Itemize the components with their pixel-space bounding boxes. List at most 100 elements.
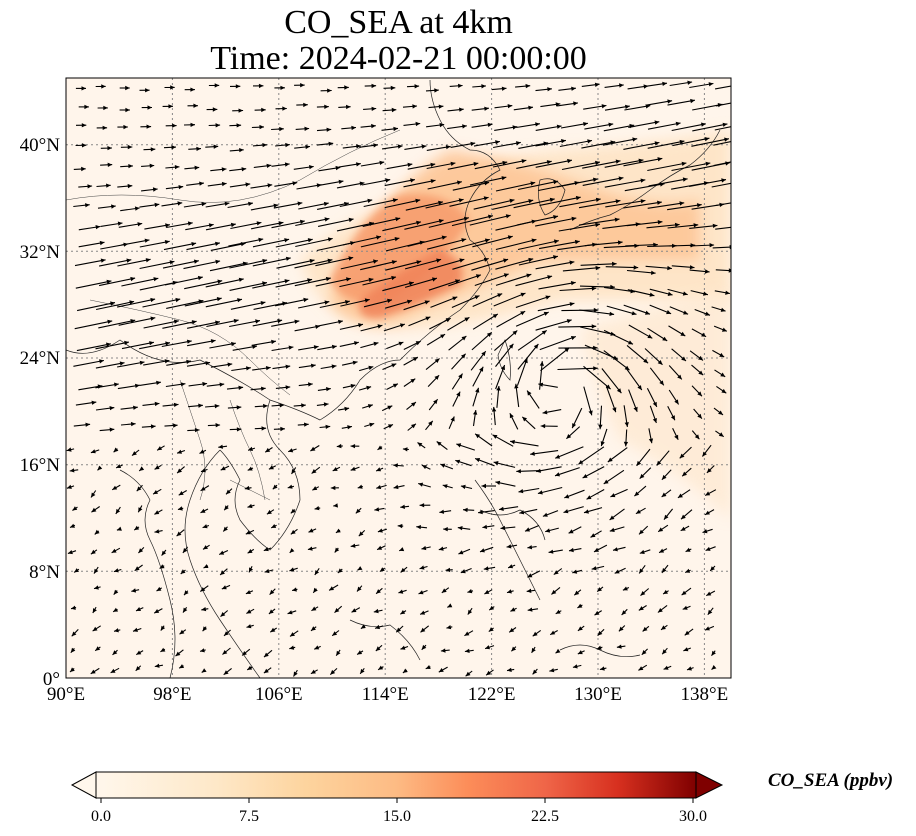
wind-vector-head bbox=[133, 627, 138, 632]
wind-vector-head bbox=[566, 434, 572, 439]
wind-vector-head bbox=[398, 589, 404, 594]
wind-vector-head bbox=[312, 486, 318, 491]
wind-vector-head bbox=[252, 344, 257, 349]
wind-vector-head bbox=[402, 447, 408, 452]
wind-vector-head bbox=[202, 524, 208, 529]
wind-vectors bbox=[66, 80, 751, 677]
wind-vector-head bbox=[618, 176, 624, 181]
wind-vector-shaft bbox=[535, 159, 573, 168]
wind-vector-head bbox=[683, 647, 689, 652]
wind-vector-head bbox=[450, 416, 455, 422]
wind-vector-shaft bbox=[404, 277, 438, 288]
wind-vector-shaft bbox=[317, 218, 354, 227]
wind-vector-head bbox=[160, 647, 166, 652]
wind-vector-head bbox=[663, 665, 669, 670]
wind-vector-shaft bbox=[667, 99, 695, 106]
wind-vector-head bbox=[442, 484, 448, 489]
wind-vector-shaft bbox=[604, 179, 646, 188]
wind-vector-head bbox=[355, 508, 361, 514]
wind-vector-head bbox=[154, 401, 160, 407]
wind-vector-shaft bbox=[714, 126, 731, 131]
wind-vector-shaft bbox=[362, 276, 397, 286]
wind-vector-head bbox=[344, 406, 350, 412]
wind-vector-head bbox=[325, 276, 331, 282]
wind-vector-head bbox=[682, 177, 688, 182]
wind-vector-shaft bbox=[360, 260, 397, 271]
wind-vector-shaft bbox=[360, 237, 400, 248]
wind-vector-head bbox=[657, 157, 663, 162]
wind-vector-head bbox=[710, 566, 715, 571]
wind-vector-head bbox=[259, 124, 264, 130]
wind-vector-head bbox=[512, 330, 518, 336]
wind-vector-shaft bbox=[121, 277, 159, 287]
wind-vector-head bbox=[674, 222, 680, 228]
wind-vector-head bbox=[245, 590, 251, 594]
wind-vector-shaft bbox=[579, 218, 620, 226]
wind-vector-head bbox=[393, 484, 399, 490]
wind-vector-shaft bbox=[382, 281, 414, 292]
wind-vector-head bbox=[164, 359, 170, 364]
wind-vector-head bbox=[553, 570, 559, 575]
wind-vector-shaft bbox=[183, 260, 221, 270]
wind-vector-head bbox=[483, 196, 489, 201]
concentration-field bbox=[66, 78, 751, 678]
wind-vector-head bbox=[134, 206, 140, 211]
wind-vector-head bbox=[397, 523, 403, 529]
wind-vector-head bbox=[326, 387, 331, 392]
colorbar-tick: 30.0 bbox=[679, 808, 707, 825]
wind-vector-head bbox=[177, 468, 182, 474]
wind-vector-head bbox=[698, 355, 703, 361]
wind-vector-head bbox=[102, 125, 108, 130]
wind-vector-head bbox=[145, 258, 151, 263]
wind-vector-head bbox=[215, 123, 221, 128]
wind-vector-head bbox=[418, 590, 424, 595]
colorbar-tick: 15.0 bbox=[383, 808, 411, 825]
wind-vector-head bbox=[484, 238, 490, 243]
wind-vector-head bbox=[149, 163, 155, 168]
wind-vector-head bbox=[461, 238, 467, 243]
wind-vector-shaft bbox=[473, 199, 515, 210]
wind-vector-shaft bbox=[515, 295, 551, 309]
wind-vector-head bbox=[452, 296, 458, 301]
wind-vector-shaft bbox=[671, 162, 711, 172]
wind-vector-head bbox=[357, 650, 363, 655]
wind-vector-head bbox=[746, 136, 751, 140]
wind-vector-head bbox=[150, 297, 156, 303]
wind-vector-head bbox=[107, 146, 112, 151]
wind-vector-head bbox=[285, 364, 291, 369]
wind-vector-head bbox=[261, 107, 266, 113]
wind-vector-head bbox=[511, 646, 517, 652]
wind-vector-shaft bbox=[647, 122, 681, 130]
wind-vector-head bbox=[709, 243, 715, 248]
wind-vector-head bbox=[683, 310, 689, 315]
wind-vector-shaft bbox=[428, 217, 469, 228]
wind-vector-head bbox=[265, 447, 271, 453]
wind-vector-shaft bbox=[559, 139, 593, 148]
wind-vector-head bbox=[538, 382, 544, 387]
wind-vector-head bbox=[208, 223, 214, 228]
wind-vector-head bbox=[484, 589, 490, 594]
wind-vector-head bbox=[139, 466, 145, 471]
wind-vector-head bbox=[399, 547, 405, 552]
wind-vector-head bbox=[374, 507, 380, 512]
wind-vector-head bbox=[360, 668, 365, 674]
wind-vector-head bbox=[230, 222, 236, 228]
wind-vector-head bbox=[439, 122, 445, 128]
wind-vector-shaft bbox=[559, 198, 601, 208]
wind-vector-head bbox=[616, 388, 622, 394]
wind-vector-head bbox=[272, 484, 278, 490]
wind-vector-shaft bbox=[492, 159, 527, 168]
wind-vector-head bbox=[346, 277, 351, 282]
wind-vector-head bbox=[72, 506, 78, 511]
wind-vector-head bbox=[578, 460, 584, 465]
wind-vector-head bbox=[619, 83, 624, 88]
wind-vector-head bbox=[694, 434, 700, 440]
wind-vector-head bbox=[156, 380, 161, 385]
wind-vector-shaft bbox=[472, 235, 513, 248]
wind-vector-head bbox=[265, 366, 271, 371]
wind-vector-head bbox=[224, 631, 229, 636]
wind-vector-shaft bbox=[74, 320, 113, 330]
wind-vector-head bbox=[268, 609, 274, 614]
wind-vector-head bbox=[327, 88, 332, 93]
wind-vector-head bbox=[706, 591, 712, 596]
